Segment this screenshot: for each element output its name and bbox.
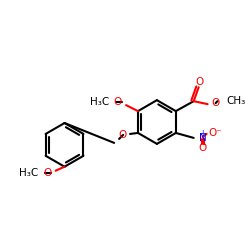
Text: +: +	[200, 130, 206, 138]
Text: CH₃: CH₃	[226, 96, 246, 106]
Text: O: O	[44, 168, 52, 178]
Text: O⁻: O⁻	[208, 128, 222, 138]
Text: O: O	[196, 77, 204, 87]
Text: O: O	[212, 98, 220, 108]
Text: O: O	[119, 130, 127, 140]
Text: H₃C: H₃C	[90, 97, 109, 107]
Text: N: N	[199, 133, 206, 143]
Text: H₃C: H₃C	[20, 168, 39, 178]
Text: O: O	[199, 143, 207, 153]
Text: O: O	[114, 97, 122, 107]
